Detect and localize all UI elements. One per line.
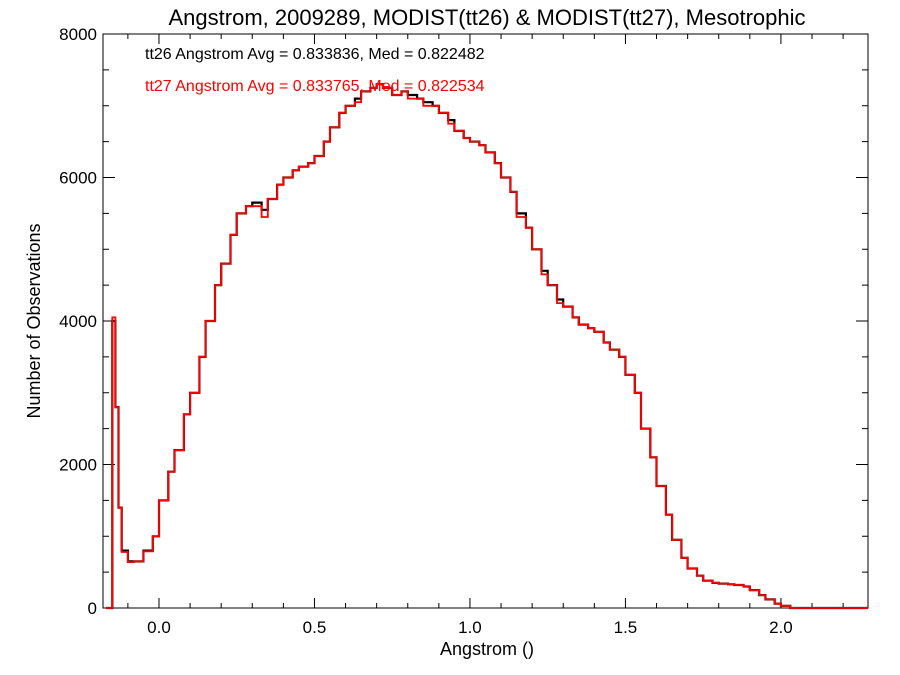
chart-title: Angstrom, 2009289, MODIST(tt26) & MODIST… [169,5,806,30]
x-tick-label: 0.0 [147,618,171,637]
annotation-tt26: tt26 Angstrom Avg = 0.833836, Med = 0.82… [145,46,485,63]
x-tick-label: 2.0 [769,618,793,637]
annotation-tt27: tt27 Angstrom Avg = 0.833765, Med = 0.82… [145,78,485,95]
x-tick-label: 1.5 [614,618,638,637]
x-axis-ticks: 0.0 0.5 1.0 1.5 2.0 [127,34,844,637]
x-tick-label: 1.0 [458,618,482,637]
series-layer [106,83,868,610]
y-tick-label: 0 [88,599,97,618]
y-tick-label: 8000 [59,25,97,44]
y-axis-ticks: 0 2000 4000 6000 8000 [59,25,868,618]
y-tick-label: 2000 [59,456,97,475]
y-tick-label: 6000 [59,169,97,188]
series-line-tt27 [106,83,868,609]
x-tick-label: 0.5 [303,618,327,637]
x-axis-title: Angstrom () [440,639,534,659]
y-tick-label: 4000 [59,312,97,331]
y-axis-title: Number of Observations [24,223,44,418]
